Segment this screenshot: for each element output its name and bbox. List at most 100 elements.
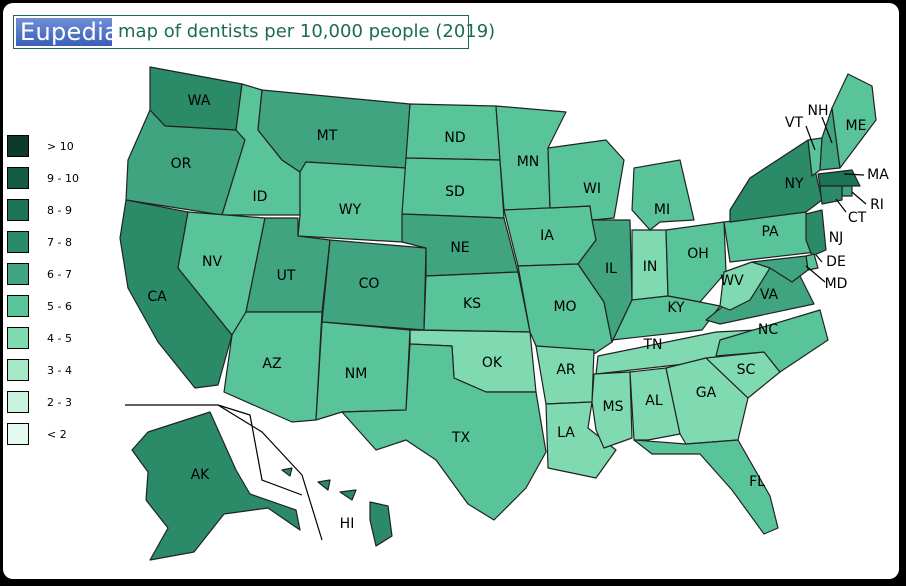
map-title-box: Eupedia map of dentists per 10,000 peopl… [13, 15, 495, 49]
state-label-ms: MS [603, 399, 624, 415]
state-al [629, 367, 681, 441]
state-label-hi: HI [340, 516, 355, 532]
state-label-il: IL [605, 261, 617, 277]
state-label-az: AZ [262, 356, 281, 372]
state-label-md: MD [825, 276, 848, 292]
state-label-wa: WA [188, 93, 211, 109]
state-label-ky: KY [667, 300, 685, 316]
state-label-mn: MN [517, 154, 540, 170]
state-ri [841, 185, 853, 197]
state-label-al: AL [645, 393, 663, 409]
legend-label: < 2 [47, 428, 67, 441]
leader-md [805, 265, 826, 283]
map-title: map of dentists per 10,000 people (2019) [118, 21, 496, 42]
legend-label: 7 - 8 [47, 236, 72, 249]
state-label-oh: OH [687, 246, 709, 262]
state-ky [611, 295, 721, 343]
state-label-ma: MA [867, 167, 889, 183]
state-label-co: CO [359, 276, 380, 292]
legend-swatch [7, 295, 29, 317]
state-label-la: LA [557, 425, 575, 441]
state-label-in: IN [643, 259, 658, 275]
state-il [577, 219, 633, 343]
state-label-mt: MT [317, 128, 338, 144]
state-md [751, 255, 809, 283]
state-label-mi: MI [654, 202, 670, 218]
state-label-ne: NE [450, 240, 469, 256]
map-frame: WA OR CA ID NV MT WY UT AZ CO NM ND SD NE KS OK TX MN IA MO… [3, 3, 899, 579]
legend-swatch [7, 391, 29, 413]
state-label-ca: CA [147, 289, 167, 305]
legend-label: 3 - 4 [47, 364, 72, 377]
state-label-ut: UT [277, 268, 296, 284]
state-label-pa: PA [761, 224, 779, 240]
legend-label: 8 - 9 [47, 204, 72, 217]
us-states-map: WA OR CA ID NV MT WY UT AZ CO NM ND SD NE KS OK TX MN IA MO… [119, 66, 889, 561]
state-label-vt: VT [785, 115, 804, 131]
state-label-id: ID [253, 189, 268, 205]
legend-swatch [7, 423, 29, 445]
leader-vt [805, 125, 816, 151]
state-label-ny: NY [784, 176, 803, 192]
state-label-ri: RI [870, 197, 884, 213]
state-label-nc: NC [758, 322, 778, 338]
state-label-nm: NM [345, 366, 368, 382]
alaska-inset-border [217, 404, 303, 496]
state-label-nd: ND [444, 130, 465, 146]
state-label-sd: SD [445, 184, 465, 200]
state-me [831, 73, 877, 169]
legend-label: 6 - 7 [47, 268, 72, 281]
state-label-mo: MO [553, 299, 576, 315]
leader-nh [821, 116, 833, 144]
state-label-ks: KS [463, 296, 481, 312]
state-oh [665, 221, 727, 303]
state-label-de: DE [826, 254, 846, 270]
state-label-ar: AR [556, 362, 576, 378]
state-label-fl: FL [749, 474, 765, 490]
legend-label: 9 - 10 [47, 172, 79, 185]
legend-swatch [7, 135, 29, 157]
state-label-wi: WI [583, 181, 601, 197]
legend-swatch [7, 263, 29, 285]
hawaii-inset-border [125, 404, 323, 541]
eupedia-logo: Eupedia [16, 18, 119, 46]
state-ma [817, 169, 861, 187]
state-label-tx: TX [451, 430, 471, 446]
state-wi [547, 139, 625, 221]
state-label-ct: CT [848, 210, 867, 226]
state-label-ok: OK [482, 355, 503, 371]
state-label-sc: SC [737, 362, 756, 378]
state-az [223, 311, 323, 423]
legend-swatch [7, 327, 29, 349]
state-label-ak: AK [191, 467, 211, 483]
state-hi [281, 467, 393, 547]
legend-swatch [7, 167, 29, 189]
state-ak [131, 411, 301, 561]
state-label-wy: WY [339, 202, 362, 218]
state-mi [631, 159, 695, 231]
state-fl [633, 439, 779, 535]
legend-label: 2 - 3 [47, 396, 72, 409]
leader-de [815, 254, 823, 263]
state-label-nj: NJ [829, 230, 844, 246]
legend-label: > 10 [47, 140, 74, 153]
state-label-or: OR [171, 156, 192, 172]
legend-swatch [7, 231, 29, 253]
leader-ma [843, 173, 865, 176]
state-label-ia: IA [540, 228, 554, 244]
leader-ri [851, 191, 867, 205]
state-label-tn: TN [642, 337, 662, 353]
state-label-nv: NV [202, 254, 222, 270]
legend-label: 5 - 6 [47, 300, 72, 313]
state-label-va: VA [760, 287, 779, 303]
state-tx [341, 343, 547, 521]
state-ct [819, 185, 843, 205]
state-label-me: ME [846, 118, 867, 134]
legend-label: 4 - 5 [47, 332, 72, 345]
leader-ct [835, 198, 847, 213]
state-label-ga: GA [696, 385, 717, 401]
state-nj [805, 209, 827, 257]
legend-swatch [7, 359, 29, 381]
state-ny [729, 139, 823, 223]
state-label-wv: WV [720, 273, 744, 289]
